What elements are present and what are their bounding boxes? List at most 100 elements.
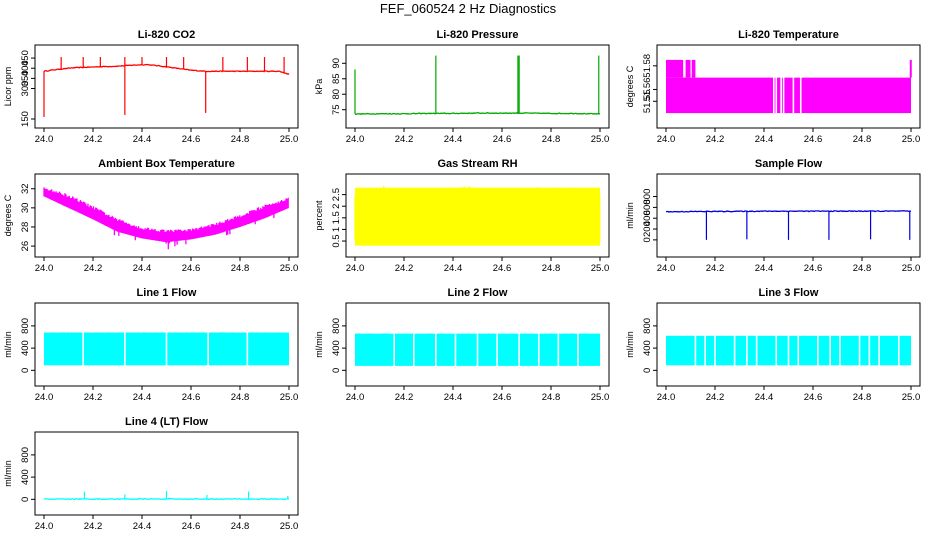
x-tick-label: 24.8 xyxy=(231,392,250,403)
x-axis: 24.0 24.2 24.4 24.6 24.8 25.0 xyxy=(346,256,610,274)
panel-title: Line 1 Flow xyxy=(137,287,197,299)
data-layer xyxy=(354,55,601,116)
x-tick-label: 24.0 xyxy=(35,521,54,532)
y-tick-label: 350 xyxy=(20,70,31,86)
y-tick-label: 0 xyxy=(642,237,653,242)
panel-frame xyxy=(345,44,610,129)
x-tick-label: 24.8 xyxy=(853,263,872,274)
x-tick-label: 24.2 xyxy=(84,263,103,274)
y-tick-label: 75 xyxy=(331,104,342,115)
y-tick-label: 800 xyxy=(331,318,342,334)
y-tick-label: 90 xyxy=(331,58,342,69)
x-tick-label: 25.0 xyxy=(902,134,921,145)
x-tick-label: 24.0 xyxy=(657,134,676,145)
x-tick-label: 24.8 xyxy=(853,392,872,403)
data-layer xyxy=(43,187,289,250)
data-envelope xyxy=(43,187,289,250)
x-tick-label: 24.8 xyxy=(542,134,561,145)
data-high-segment xyxy=(909,59,912,78)
y-axis-label: kPa xyxy=(314,79,324,95)
y-tick-label: 800 xyxy=(20,318,31,334)
x-tick-label: 24.6 xyxy=(182,263,201,274)
x-tick-label: 24.4 xyxy=(133,521,152,532)
x-tick-label: 25.0 xyxy=(280,263,299,274)
panel-title: Line 4 (LT) Flow xyxy=(125,416,208,428)
data-high-segment xyxy=(666,59,684,78)
y-tick-label: 400 xyxy=(331,340,342,356)
y-tick-label: 800 xyxy=(642,318,653,334)
data-series-line xyxy=(43,63,290,76)
y-axis-label: ml/min xyxy=(625,331,635,358)
y-tick-label: 600 xyxy=(642,199,653,215)
y-tick-label: 400 xyxy=(20,469,31,485)
y-tick-label: 800 xyxy=(642,189,653,205)
y-axis-label: ml/min xyxy=(314,331,324,358)
data-layer xyxy=(43,491,290,501)
y-tick-label: 0 xyxy=(20,497,31,502)
data-layer xyxy=(43,57,290,117)
y-axis: 0 400 800 ml/min xyxy=(3,447,36,502)
y-tick-label: 1.5 xyxy=(331,211,342,224)
data-high-segment xyxy=(691,59,696,78)
y-tick-label: 80 xyxy=(331,89,342,100)
x-axis: 24.0 24.2 24.4 24.6 24.8 25.0 xyxy=(35,385,299,403)
x-tick-label: 24.4 xyxy=(444,392,463,403)
x-tick-label: 24.6 xyxy=(804,263,823,274)
x-tick-label: 25.0 xyxy=(902,263,921,274)
y-tick-label: 30 xyxy=(20,203,31,214)
x-tick-label: 24.8 xyxy=(542,392,561,403)
panel-title: Gas Stream RH xyxy=(437,158,517,170)
y-tick-label: 300 xyxy=(20,81,31,97)
x-axis: 24.0 24.2 24.4 24.6 24.8 25.0 xyxy=(35,256,299,274)
x-tick-label: 24.2 xyxy=(395,263,414,274)
x-tick-label: 24.6 xyxy=(182,134,201,145)
x-tick-label: 24.8 xyxy=(542,263,561,274)
x-tick-label: 24.4 xyxy=(755,392,774,403)
chart-panel-6: Sample Flow 24.0 24.2 24.4 24.6 24.8 25.0 02004… xyxy=(625,158,921,274)
y-axis-label: percent xyxy=(314,200,324,231)
x-tick-label: 25.0 xyxy=(591,392,610,403)
x-tick-label: 24.2 xyxy=(395,392,414,403)
x-tick-label: 24.2 xyxy=(706,134,725,145)
x-tick-label: 24.0 xyxy=(35,263,54,274)
x-tick-label: 24.8 xyxy=(231,134,250,145)
panel-title: Line 3 Flow xyxy=(759,287,819,299)
panel-title: Ambient Box Temperature xyxy=(98,158,235,170)
x-axis: 24.0 24.2 24.4 24.6 24.8 25.0 xyxy=(346,127,609,145)
y-tick-label: 26 xyxy=(20,241,31,252)
x-tick-label: 24.6 xyxy=(804,392,823,403)
x-tick-label: 24.0 xyxy=(657,263,676,274)
panel-title: Li-820 CO2 xyxy=(138,29,195,41)
panel-title: Sample Flow xyxy=(755,158,823,170)
x-tick-label: 24.6 xyxy=(493,263,512,274)
y-tick-label: 400 xyxy=(642,340,653,356)
x-axis: 24.0 24.2 24.4 24.6 24.8 25.0 xyxy=(35,127,298,145)
y-tick-label: 51.58 xyxy=(642,54,653,78)
x-tick-label: 24.0 xyxy=(35,134,54,145)
y-axis: 75 80 85 90 kPa xyxy=(314,58,347,115)
x-axis: 24.0 24.2 24.4 24.6 24.8 25.0 xyxy=(657,256,921,274)
x-tick-label: 24.6 xyxy=(493,134,512,145)
x-tick-label: 24.6 xyxy=(493,392,512,403)
y-tick-label: 400 xyxy=(20,60,31,76)
x-tick-label: 25.0 xyxy=(280,392,299,403)
y-axis: 26 28 30 32 degrees C xyxy=(3,183,36,252)
x-tick-label: 24.2 xyxy=(84,392,103,403)
x-axis: 24.0 24.2 24.4 24.6 24.8 25.0 xyxy=(657,385,920,403)
x-tick-label: 24.6 xyxy=(182,392,201,403)
y-tick-label: 32 xyxy=(20,183,31,194)
y-tick-label: 0 xyxy=(20,368,31,373)
data-band xyxy=(666,77,911,114)
x-tick-label: 24.0 xyxy=(35,392,54,403)
data-band-edge xyxy=(43,332,289,333)
x-tick-label: 25.0 xyxy=(280,521,299,532)
x-tick-label: 24.4 xyxy=(755,134,774,145)
y-tick-label: 800 xyxy=(20,447,31,463)
x-axis: 24.0 24.2 24.4 24.6 24.8 25.0 xyxy=(35,514,299,532)
x-tick-label: 24.6 xyxy=(804,134,823,145)
chart-panel-7: Line 1 Flow 24.0 24.2 24.4 24.6 24.8 25.0 0 400 8… xyxy=(3,287,299,403)
x-tick-label: 24.2 xyxy=(84,134,103,145)
x-tick-label: 25.0 xyxy=(591,263,610,274)
